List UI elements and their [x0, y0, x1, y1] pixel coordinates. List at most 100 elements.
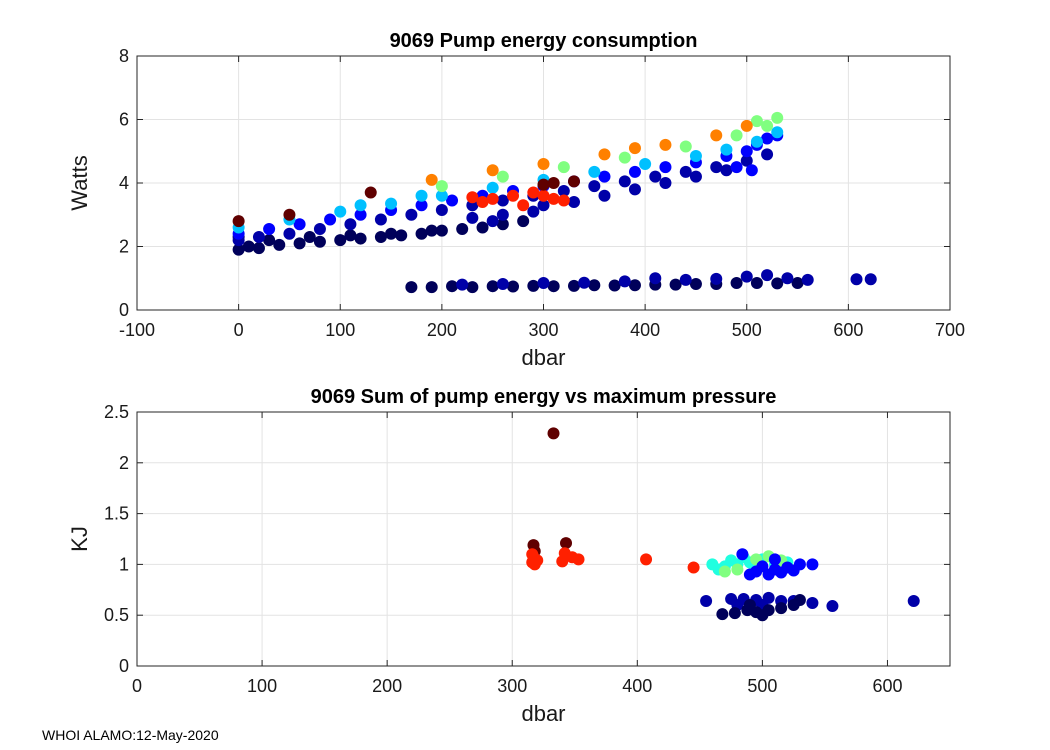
data-point-main-band-green: [730, 129, 743, 142]
data-point-main-band-dark: [517, 215, 530, 228]
data-point-main-band-dark: [232, 243, 245, 256]
data-point-main-band-blue: [405, 208, 418, 221]
data-point-blue-group: [768, 553, 781, 566]
data-point-lower-band: [446, 280, 459, 293]
data-point-blue-group: [787, 564, 800, 577]
data-point-main-band-dark: [252, 242, 265, 255]
data-point-lower-band: [771, 277, 784, 290]
x-tick-label: 500: [747, 676, 777, 696]
data-point-lower-band-blue: [456, 278, 469, 291]
data-point-lower-band: [750, 277, 763, 290]
data-point-main-band-blue: [466, 211, 479, 224]
x-tick-label: 700: [935, 320, 965, 340]
x-tick-label: 100: [325, 320, 355, 340]
data-point-main-band-blue: [486, 215, 499, 228]
x-tick-label: 0: [234, 320, 244, 340]
data-point-main-band-blue: [720, 164, 733, 177]
data-point-main-band-orange: [628, 142, 641, 155]
x-tick-label: 200: [427, 320, 457, 340]
data-point-lower-band: [791, 277, 804, 290]
data-point-main-band-blue: [557, 184, 570, 197]
data-point-main-band-bright: [598, 170, 611, 183]
data-point-main-band-bright: [730, 161, 743, 174]
data-point-lower-band-blue: [618, 275, 631, 288]
data-point-lower-band-blue: [781, 272, 794, 285]
data-point-lower-band: [730, 277, 743, 290]
data-point-main-band-blue: [649, 170, 662, 183]
data-point-main-band-bright: [628, 165, 641, 178]
data-point-dark-group: [793, 593, 806, 606]
data-point-main-band-cyan: [385, 197, 398, 210]
y-tick-label: 6: [119, 110, 129, 130]
data-point-navy-group: [826, 600, 839, 613]
data-point-main-band-cyan: [689, 150, 702, 163]
data-point-main-band-orange: [710, 129, 723, 142]
y-tick-label: 2.5: [104, 402, 129, 422]
data-point-main-band-bright: [293, 218, 306, 231]
data-point-main-band-blue: [496, 208, 509, 221]
data-point-lower-band-blue: [710, 272, 723, 285]
data-point-main-band-orange: [659, 138, 672, 151]
x-tick-label: 0: [132, 676, 142, 696]
x-tick-label: 300: [528, 320, 558, 340]
y-tick-label: 1: [119, 554, 129, 574]
data-point-main-band-blue: [496, 194, 509, 207]
data-point-main-band-dark: [344, 229, 357, 242]
data-point-main-band-dark: [435, 224, 448, 237]
data-point-main-band-darkred: [364, 186, 377, 199]
data-point-dark-group: [775, 602, 788, 615]
data-point-outlier: [547, 427, 560, 440]
data-point-main-band-blue: [252, 230, 265, 243]
data-point-navy-group: [806, 597, 819, 610]
data-point-dark-group: [756, 609, 769, 622]
data-point-main-band-bright: [761, 132, 774, 145]
x-tick-label: 300: [497, 676, 527, 696]
data-point-main-band-green: [761, 119, 774, 132]
data-point-lower-band-blue: [679, 273, 692, 286]
data-point-main-band-cyan: [720, 143, 733, 156]
data-point-lower-band-blue: [740, 270, 753, 283]
data-point-main-band-blue: [344, 218, 357, 231]
y-tick-label: 0: [119, 656, 129, 676]
data-point-main-band-darkred: [567, 175, 580, 188]
data-point-main-band-dark: [395, 229, 408, 242]
data-point-main-band-orange: [598, 148, 611, 161]
data-point-main-band-cyan: [334, 205, 347, 218]
data-point-lower-band: [588, 279, 601, 292]
data-point-main-band-blue: [710, 161, 723, 174]
data-point-main-band-blue: [588, 180, 601, 193]
data-point-main-band-blue: [761, 148, 774, 161]
axes-box: [136, 411, 951, 667]
data-point-lower-band: [466, 281, 479, 294]
data-point-main-band-red: [527, 186, 540, 199]
data-point-main-band-bright: [740, 145, 753, 158]
y-tick-label: 0: [119, 300, 129, 320]
x-tick-label: 400: [622, 676, 652, 696]
data-point-lower-band-blue: [801, 273, 814, 286]
data-point-main-band-blue: [435, 203, 448, 216]
data-point-main-band-red: [517, 199, 530, 212]
data-point-main-band-cyan: [435, 189, 448, 202]
data-point-main-band-green: [618, 151, 631, 164]
data-point-dark-group: [728, 607, 741, 620]
data-point-lower-band: [507, 280, 520, 293]
data-point-main-band-red: [486, 192, 499, 205]
data-point-main-band-dark: [425, 224, 438, 237]
y-tick-label: 0.5: [104, 605, 129, 625]
data-point-main-band-green: [496, 170, 509, 183]
data-point-main-band-orange: [486, 164, 499, 177]
data-point-lower-band-blue: [537, 277, 550, 290]
data-point-main-band-orange: [537, 157, 550, 170]
y-axis-label: Watts: [67, 155, 92, 210]
data-point-lower-band-blue: [850, 273, 863, 286]
data-point-main-band-cyan: [639, 157, 652, 170]
data-point-main-band-red: [547, 192, 560, 205]
data-point-lower-band: [567, 279, 580, 292]
data-point-main-band-green: [679, 140, 692, 153]
x-axis-label: dbar: [521, 701, 565, 726]
data-point-main-band-dark: [303, 230, 316, 243]
data-point-main-band-bright: [745, 164, 758, 177]
data-point-main-band-dark: [385, 227, 398, 240]
data-point-blue-group: [736, 548, 749, 561]
